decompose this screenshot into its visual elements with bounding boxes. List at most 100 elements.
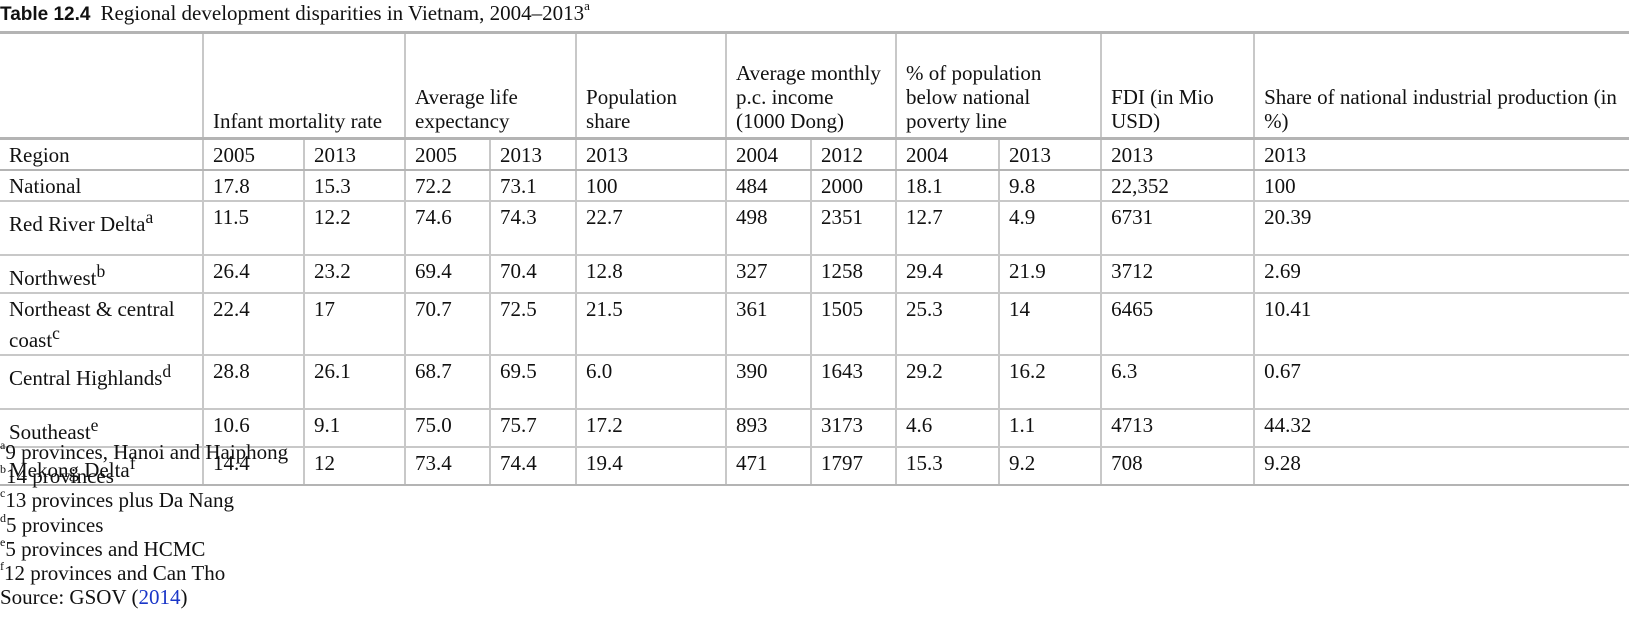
value-cell: 14.4: [202, 447, 304, 486]
footnote-mark: e: [0, 534, 6, 549]
region-name: Central Highlands: [9, 366, 163, 390]
year-header: 2005: [404, 138, 491, 171]
region-column-header: Region: [0, 138, 203, 171]
footnote: a9 provinces, Hanoi and Haiphong: [0, 438, 289, 464]
footnote-text: 5 provinces: [6, 512, 104, 537]
value-cell: 9.8: [998, 170, 1102, 202]
region-footnote-mark: e: [90, 415, 99, 435]
value-cell: 1797: [810, 447, 897, 486]
value-cell: 361: [725, 293, 812, 356]
value-cell: 74.4: [489, 447, 577, 486]
table-row: Southeaste 10.6 9.1 75.0 75.7 17.2 893 3173 4.6 1…: [0, 409, 1629, 448]
table-caption: Table 12.4 Regional development dispariti…: [0, 0, 590, 27]
value-cell: 0.67: [1253, 355, 1629, 410]
value-cell: 6731: [1100, 201, 1255, 256]
region-cell: Red River Deltaa: [0, 201, 203, 256]
value-cell: 75.7: [489, 409, 577, 448]
footnote: c13 provinces plus Da Nang: [0, 486, 288, 513]
value-cell: 3173: [810, 409, 897, 448]
source-suffix: ): [180, 585, 188, 610]
footnote-mark: a: [0, 438, 6, 452]
header-monthly-income: Average monthly p.c. income (1000 Dong): [725, 32, 897, 140]
header-industrial-share: Share of national industrial production …: [1253, 32, 1629, 140]
value-cell: 74.6: [404, 201, 491, 256]
region-cell: Mekong Deltaf: [0, 447, 203, 486]
value-cell: 29.2: [895, 355, 1000, 410]
table-row: Central Highlandsd 28.8 26.1 68.7 69.5 6.0 390…: [0, 355, 1629, 410]
year-header: 2013: [575, 138, 727, 171]
value-cell: 29.4: [895, 255, 1000, 294]
region-footnote-mark: b: [96, 261, 106, 281]
value-cell: 22.7: [575, 201, 727, 256]
footnotes: a9 provinces, Hanoi and Haiphong b14 prov…: [0, 438, 289, 610]
value-cell: 16.2: [998, 355, 1102, 410]
value-cell: 12: [302, 447, 406, 486]
region-cell: Northeast & central coastc: [0, 293, 203, 356]
value-cell: 1505: [810, 293, 897, 356]
table-row: Mekong Deltaf 14.4 12 73.4 74.4 19.4 471 1797 15…: [0, 447, 1629, 486]
footnote-mark: d: [0, 510, 6, 525]
header-population-share: Population share: [575, 32, 727, 140]
table-row: Northeast & central coastc 22.4 17 70.7 72.5…: [0, 293, 1629, 356]
value-cell: 327: [725, 255, 812, 294]
footnote-text: 5 provinces and HCMC: [5, 536, 206, 561]
value-cell: 1.1: [998, 409, 1102, 448]
footnote-text: 13 provinces plus Da Nang: [5, 488, 234, 513]
value-cell: 17.2: [575, 409, 727, 448]
value-cell: 100: [575, 170, 727, 202]
footnote-mark: f: [0, 559, 4, 574]
value-cell: 2.69: [1253, 255, 1629, 294]
region-name: Mekong Delta: [9, 458, 130, 482]
value-cell: 18.1: [895, 170, 1000, 202]
value-cell: 20.39: [1253, 201, 1629, 256]
value-cell: 12.8: [575, 255, 727, 294]
region-cell: Northwestb: [0, 255, 203, 294]
value-cell: 26.1: [302, 355, 406, 410]
value-cell: 73.1: [489, 170, 577, 202]
value-cell: 15.3: [302, 170, 406, 202]
value-cell: 498: [725, 201, 812, 256]
header-row: Infant mortality rate Average life expec…: [0, 32, 1629, 140]
region-cell: National: [0, 170, 203, 202]
value-cell: 72.5: [489, 293, 577, 356]
value-cell: 15.3: [895, 447, 1000, 486]
value-cell: 75.0: [404, 409, 491, 448]
header-fdi: FDI (in Mio USD): [1100, 32, 1255, 140]
value-cell: 10.6: [202, 409, 304, 448]
year-header: 2013: [302, 138, 406, 171]
source-prefix: Source: GSOV (: [0, 585, 139, 610]
footnote-text: 9 provinces, Hanoi and Haiphong: [5, 440, 289, 464]
header-corner: [0, 32, 203, 140]
region-name: Red River Delta: [9, 212, 146, 236]
region-name: Northwest: [9, 266, 97, 290]
value-cell: 69.4: [404, 255, 491, 294]
value-cell: 4.9: [998, 201, 1102, 256]
region-footnote-mark: f: [129, 453, 136, 473]
value-cell: 708: [1100, 447, 1255, 486]
footnote-mark: b: [0, 462, 6, 477]
year-header: 2013: [489, 138, 577, 171]
value-cell: 17.8: [202, 170, 304, 202]
table-row: Northwestb 26.4 23.2 69.4 70.4 12.8 327 1258 29.…: [0, 255, 1629, 294]
value-cell: 2351: [810, 201, 897, 256]
value-cell: 70.7: [404, 293, 491, 356]
value-cell: 68.7: [404, 355, 491, 410]
value-cell: 21.5: [575, 293, 727, 356]
value-cell: 100: [1253, 170, 1629, 202]
value-cell: 23.2: [302, 255, 406, 294]
table-row: National 17.8 15.3 72.2 73.1 100 484 2000 18.1 9.…: [0, 170, 1629, 202]
value-cell: 6.0: [575, 355, 727, 410]
value-cell: 11.5: [202, 201, 304, 256]
source-citation-link[interactable]: 2014: [138, 585, 181, 610]
footnote: b14 provinces: [0, 462, 288, 489]
footnote-mark: c: [0, 486, 6, 501]
value-cell: 14: [998, 293, 1102, 356]
table-label: Table 12.4: [0, 4, 91, 25]
value-cell: 19.4: [575, 447, 727, 486]
footnote-text: 14 provinces: [6, 464, 114, 489]
table-title-footnote-mark: a: [584, 0, 590, 13]
value-cell: 9.1: [302, 409, 406, 448]
value-cell: 471: [725, 447, 812, 486]
header-life-expectancy: Average life expectancy: [404, 32, 577, 140]
value-cell: 6465: [1100, 293, 1255, 356]
